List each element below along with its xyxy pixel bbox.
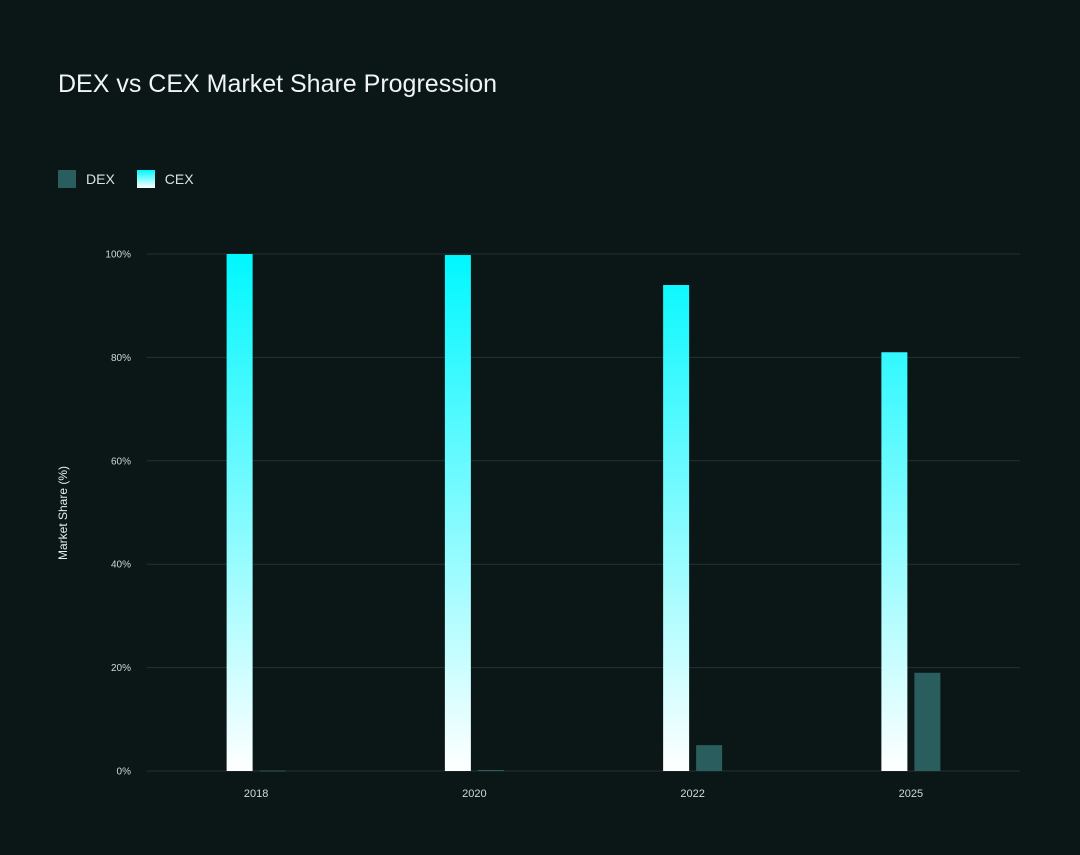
legend-label-cex: CEX [164,171,194,187]
x-tick-label: 2022 [680,788,704,800]
legend-swatch-cex [136,170,155,188]
y-tick-label: 100% [105,250,131,261]
bar-dex-2022 [696,745,723,771]
y-tick-label: 0% [117,767,132,778]
x-tick-label: 2018 [244,788,268,800]
chart-title: DEX vs CEX Market Share Progression [58,70,498,98]
bar-dex-2020 [477,769,504,771]
legend-item-dex: DEX [58,170,115,188]
bar-cex-2025 [881,352,908,771]
y-tick-label: 40% [111,560,131,571]
legend-item-cex: CEX [136,170,194,188]
bar-dex-2018 [259,770,286,772]
bar-cex-2022 [663,285,690,771]
y-tick-label: 20% [111,663,131,674]
y-tick-label: 80% [111,353,131,364]
legend: DEX CEX [58,170,194,188]
bar-cex-2018 [226,254,253,771]
legend-swatch-dex [58,170,76,188]
bar-cex-2020 [444,255,471,771]
x-tick-label: 2025 [899,788,923,800]
legend-label-dex: DEX [86,171,115,187]
x-tick-label: 2020 [462,788,486,800]
bar-dex-2025 [914,672,941,771]
y-tick-label: 60% [111,456,131,467]
